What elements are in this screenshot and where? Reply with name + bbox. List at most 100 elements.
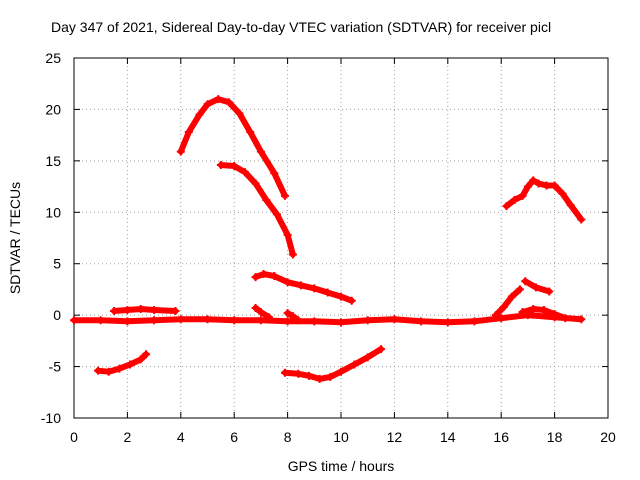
data-point [521, 277, 530, 286]
data-point [262, 195, 271, 204]
data-point [150, 306, 159, 314]
series-line [71, 312, 585, 326]
data-point [515, 285, 524, 294]
data-point [136, 304, 145, 313]
data-point [470, 317, 479, 326]
data-point [558, 189, 567, 198]
data-point [323, 288, 332, 297]
data-point [337, 292, 345, 301]
data-point [510, 195, 519, 204]
data-point [203, 100, 212, 109]
data-point [542, 181, 551, 190]
data-point [417, 317, 426, 326]
data-point [94, 366, 103, 375]
data-point [104, 367, 113, 376]
data-point [518, 191, 527, 200]
data-point [529, 176, 538, 185]
data-point [294, 369, 303, 378]
data-point [550, 310, 559, 319]
data-point [283, 309, 292, 318]
data-point [390, 315, 399, 324]
data-point [507, 292, 516, 301]
data-point [126, 360, 135, 369]
data-point [195, 110, 204, 119]
series-arc-mid-negative [280, 345, 386, 383]
x-tick-label: 12 [387, 429, 403, 445]
data-point [150, 316, 159, 325]
data-point [230, 162, 239, 170]
data-point [523, 182, 532, 191]
x-tick-label: 2 [124, 429, 132, 445]
data-point [280, 191, 289, 200]
data-point [251, 303, 260, 312]
x-tick-label: 4 [177, 429, 185, 445]
series-arc-large-peak [176, 95, 289, 200]
data-point [240, 168, 249, 177]
data-point [337, 367, 345, 376]
data-point [577, 315, 586, 324]
x-axis-label: GPS time / hours [288, 458, 395, 474]
data-point [176, 315, 185, 324]
data-point [294, 316, 303, 325]
series-line [492, 286, 523, 319]
data-point [283, 317, 292, 326]
x-tick-label: 14 [440, 429, 456, 445]
data-point [304, 371, 313, 380]
y-axis-label: SDTVAR / TECUs [7, 182, 23, 294]
data-point [123, 306, 132, 314]
data-point [363, 316, 372, 325]
data-point [531, 283, 540, 292]
data-point [347, 296, 356, 305]
data-point [561, 314, 570, 323]
grid [74, 58, 608, 418]
x-tick-label: 20 [600, 429, 616, 445]
data-point [350, 360, 359, 369]
x-tick-label: 16 [493, 429, 509, 445]
data-point [534, 179, 543, 188]
data-point [259, 270, 268, 278]
data-point [264, 313, 273, 322]
x-tick-label: 6 [230, 429, 238, 445]
data-point [577, 215, 586, 224]
series-arc-late-high [502, 176, 586, 224]
y-tick-label: 15 [45, 153, 61, 169]
data-point [502, 202, 511, 211]
data-point [203, 315, 212, 324]
x-tick-label: 10 [333, 429, 349, 445]
data-point [529, 304, 538, 313]
data-point [545, 287, 554, 296]
series-arc-descending-1 [216, 160, 297, 259]
data-point [123, 317, 132, 326]
y-tick-label: -10 [41, 410, 61, 426]
data-point [270, 272, 279, 281]
data-point [176, 147, 185, 156]
series-arc-late-rise [491, 285, 524, 320]
data-point [251, 273, 260, 282]
data-point [443, 318, 452, 327]
x-tick-label: 0 [70, 429, 78, 445]
y-tick-label: 25 [45, 50, 61, 66]
series-arc-early-negative [94, 350, 151, 376]
data-point [115, 364, 124, 373]
data-point [315, 374, 324, 383]
data-point [256, 316, 265, 325]
data-point [288, 312, 297, 321]
chart-title: Day 347 of 2021, Sidereal Day-to-day VTE… [51, 19, 551, 35]
data-point [296, 281, 305, 290]
data-point [230, 316, 239, 325]
data-series [70, 95, 586, 383]
data-point [96, 316, 105, 325]
series-arc-short-1 [251, 303, 273, 322]
data-point [377, 345, 386, 354]
data-point [224, 98, 233, 107]
y-tick-label: 5 [53, 256, 61, 272]
data-point [539, 306, 548, 314]
data-point [288, 250, 297, 259]
data-point [216, 160, 225, 169]
data-point [363, 353, 372, 362]
y-tick-label: -5 [49, 359, 62, 375]
data-point [518, 308, 527, 317]
data-point [280, 368, 289, 377]
data-point [70, 316, 78, 325]
